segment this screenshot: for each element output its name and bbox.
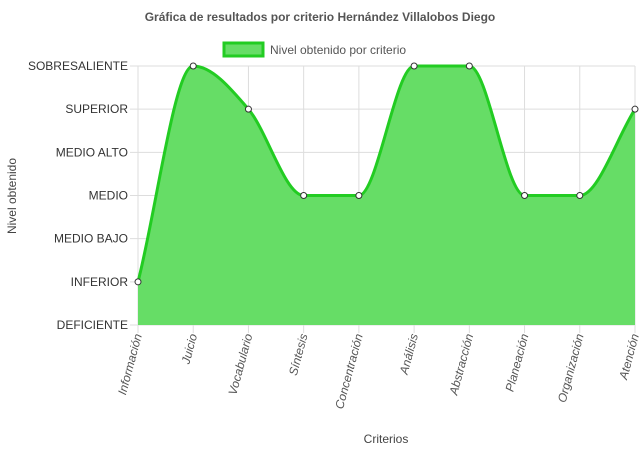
- data-point-Concentración[interactable]: [355, 192, 363, 199]
- y-tick-label: MEDIO: [89, 189, 128, 203]
- x-tick-label: Vocabulario: [226, 332, 256, 397]
- x-tick-label: Síntesis: [286, 332, 311, 377]
- x-axis-ticks: Información Juicio Vocabulario Síntesis Conc…: [115, 332, 639, 411]
- x-tick-label: Abstracción: [446, 332, 476, 397]
- data-point-Juicio[interactable]: [189, 62, 197, 70]
- data-point-Información[interactable]: [134, 278, 142, 286]
- x-tick-label: Atención: [616, 332, 639, 382]
- data-point-Atención[interactable]: [631, 105, 639, 113]
- x-tick-label: Planeación: [503, 332, 532, 393]
- y-axis-label: Nivel obtenido: [5, 158, 19, 234]
- x-axis-label: Criterios: [364, 432, 409, 446]
- series-area-fill: [138, 66, 635, 325]
- series-area-layer: [136, 64, 637, 325]
- data-point-Análisis[interactable]: [410, 62, 418, 70]
- data-point-Abstracción[interactable]: [465, 62, 473, 70]
- y-tick-label: MEDIO ALTO: [56, 145, 128, 159]
- x-tick-label: Juicio: [178, 332, 200, 367]
- x-tick-label: Análisis: [397, 332, 421, 377]
- data-point-Planeación[interactable]: [521, 192, 529, 199]
- data-point-Síntesis[interactable]: [300, 192, 308, 199]
- data-point-Organización[interactable]: [576, 192, 584, 199]
- y-tick-label: SOBRESALIENTE: [28, 59, 128, 73]
- data-point-Vocabulario[interactable]: [244, 105, 252, 113]
- y-tick-label: MEDIO BAJO: [54, 232, 128, 246]
- chart-title: Gráfica de resultados por criterio Herná…: [145, 10, 496, 24]
- x-tick-label: Concentración: [332, 332, 366, 411]
- legend-label: Nivel obtenido por criterio: [270, 43, 406, 57]
- x-tick-label: Información: [115, 332, 145, 396]
- y-tick-label: SUPERIOR: [65, 102, 128, 116]
- y-axis-ticks: DEFICIENTE INFERIOR MEDIO BAJO MEDIO MEDIO A…: [28, 59, 128, 332]
- y-tick-label: INFERIOR: [71, 275, 129, 289]
- y-tick-label: DEFICIENTE: [57, 318, 128, 332]
- legend[interactable]: Nivel obtenido por criterio: [222, 41, 406, 58]
- data-points: [134, 62, 639, 286]
- x-tick-label: Organización: [555, 332, 587, 404]
- legend-swatch: [222, 41, 265, 58]
